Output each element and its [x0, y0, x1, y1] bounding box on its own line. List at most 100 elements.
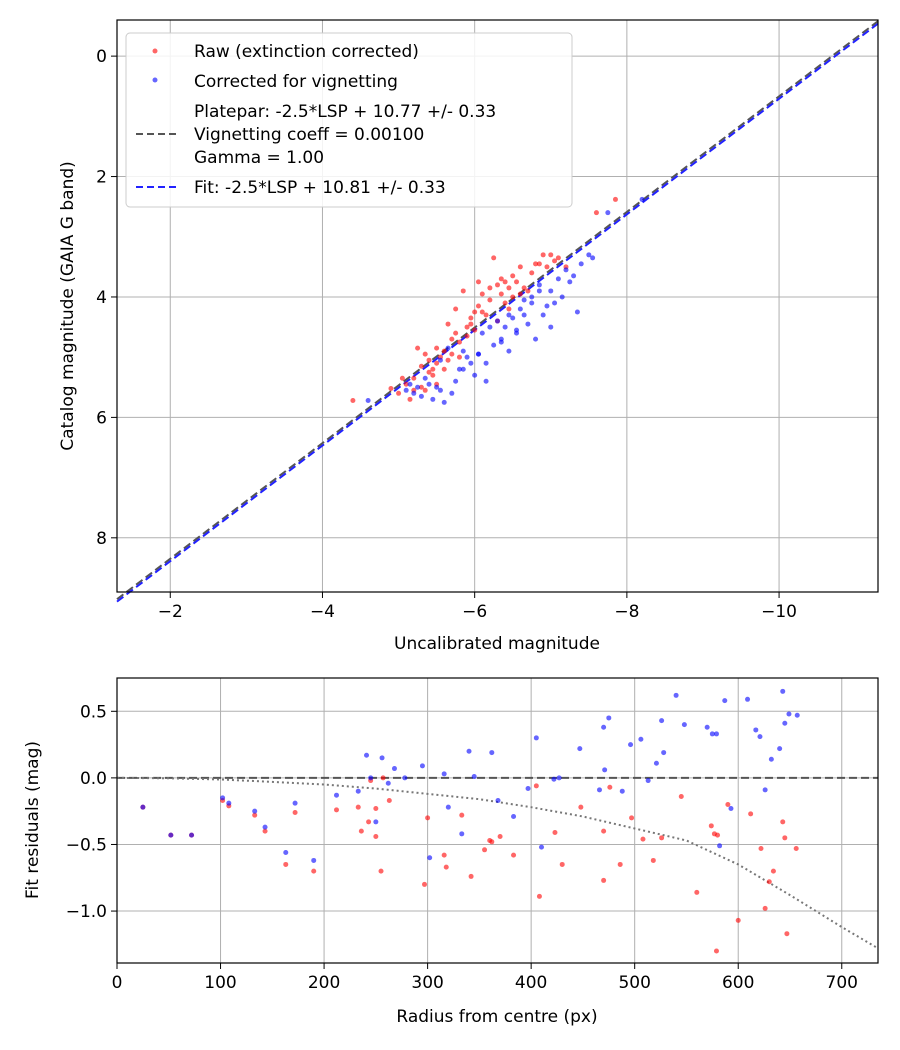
raw-data-point	[770, 868, 776, 874]
corrected-data-point	[525, 786, 531, 792]
raw-data-point	[548, 252, 554, 258]
y-tick-label: 0.0	[80, 769, 107, 789]
raw-data-point	[552, 829, 558, 835]
corrected-data-point	[292, 800, 298, 806]
raw-data-point	[607, 784, 613, 790]
raw-data-point	[479, 291, 485, 297]
corrected-data-point	[521, 312, 527, 318]
corrected-data-point	[704, 724, 710, 730]
corrected-data-point	[567, 279, 573, 285]
raw-data-point	[487, 297, 493, 303]
raw-data-point	[434, 345, 440, 351]
raw-data-point	[430, 366, 436, 372]
corrected-data-point	[333, 792, 339, 798]
corrected-data-point	[786, 711, 792, 717]
raw-data-point	[540, 252, 546, 258]
top-legend: Raw (extinction corrected) Corrected for…	[125, 32, 573, 208]
bottom-y-ticks: 0.5 0.0 −0.5 −1.0	[66, 702, 117, 922]
raw-data-point	[715, 832, 721, 838]
raw-data-point	[472, 309, 478, 315]
corrected-data-point	[533, 336, 539, 342]
bottom-residuals-panel: 0 100 200 300 400 500 600 700 0.5 0.0 −0.5 −1.0 Ra…	[23, 677, 879, 1027]
corrected-data-point	[601, 724, 607, 730]
corrected-data-point	[415, 384, 421, 390]
bottom-data-points	[140, 688, 800, 954]
corrected-data-point	[639, 196, 645, 202]
corrected-data-point	[525, 321, 531, 327]
raw-data-point	[460, 288, 466, 294]
corrected-data-point	[768, 756, 774, 762]
corrected-data-point	[563, 267, 569, 273]
raw-data-point	[475, 279, 481, 285]
raw-data-point	[459, 812, 465, 818]
raw-data-point	[525, 288, 531, 294]
raw-data-point	[487, 837, 493, 843]
raw-data-point	[510, 294, 516, 300]
corrected-data-point	[498, 336, 504, 342]
raw-data-point	[283, 861, 289, 867]
corrected-data-point	[539, 844, 545, 850]
raw-data-point	[559, 861, 565, 867]
legend-marker-corrected	[152, 77, 158, 83]
raw-data-point	[517, 291, 523, 297]
corrected-data-point	[459, 831, 465, 837]
corrected-data-point	[529, 300, 535, 306]
raw-data-point	[533, 783, 539, 789]
top-fit-lines	[116, 20, 879, 603]
corrected-data-point	[445, 345, 451, 351]
corrected-data-point	[606, 715, 612, 721]
raw-data-point	[784, 931, 790, 937]
corrected-data-point	[533, 735, 539, 741]
top-axes-frame	[116, 19, 879, 593]
x-tick-label: 400	[515, 973, 547, 993]
raw-data-point	[449, 336, 455, 342]
corrected-data-point	[628, 742, 634, 748]
corrected-data-point	[422, 375, 428, 381]
corrected-data-point	[521, 297, 527, 303]
legend-label-raw: Raw (extinction corrected)	[194, 42, 419, 62]
raw-data-point	[601, 877, 607, 883]
corrected-data-point	[602, 767, 608, 773]
corrected-data-point	[437, 387, 443, 393]
raw-data-point	[366, 819, 372, 825]
raw-data-point	[536, 893, 542, 899]
corrected-data-point	[590, 255, 596, 261]
raw-data-point	[453, 306, 459, 312]
corrected-data-point	[220, 795, 226, 801]
y-tick-label: 4	[96, 288, 107, 308]
raw-data-point	[694, 889, 700, 895]
corrected-data-point	[495, 318, 500, 324]
corrected-data-point	[556, 775, 562, 781]
corrected-data-point	[391, 766, 397, 772]
raw-data-point	[502, 279, 508, 285]
corrected-data-point	[283, 849, 289, 855]
corrected-data-point	[427, 855, 433, 861]
raw-data-point	[629, 815, 635, 821]
bottom-x-axis-label: Radius from centre (px)	[396, 1007, 597, 1027]
raw-data-point	[434, 360, 440, 366]
corrected-data-point	[661, 750, 667, 756]
raw-data-point	[612, 196, 618, 202]
x-tick-label: 600	[722, 973, 754, 993]
corrected-data-point	[517, 306, 523, 312]
corrected-data-point	[596, 787, 602, 793]
raw-data-point	[487, 285, 493, 291]
x-tick-label: −6	[462, 602, 487, 622]
corrected-data-point	[466, 748, 472, 754]
top-x-axis-label: Uncalibrated magnitude	[394, 634, 600, 654]
raw-data-point	[396, 390, 402, 396]
corrected-data-point	[605, 210, 611, 216]
x-tick-label: 500	[618, 973, 650, 993]
raw-data-point	[443, 864, 449, 870]
corrected-data-point	[544, 303, 550, 309]
raw-data-point	[426, 369, 432, 375]
raw-data-point	[441, 852, 447, 858]
raw-data-point	[411, 375, 417, 381]
corrected-data-point	[252, 808, 258, 814]
raw-data-point	[472, 327, 478, 333]
corrected-data-point	[777, 746, 783, 752]
corrected-data-point	[441, 399, 447, 405]
corrected-data-point	[475, 351, 481, 357]
corrected-data-point	[673, 692, 679, 698]
